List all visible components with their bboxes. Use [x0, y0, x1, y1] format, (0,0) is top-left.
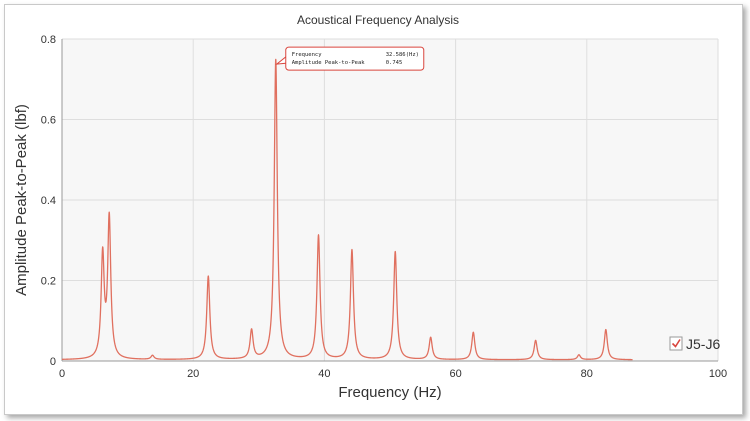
x-tick-label: 20 — [187, 368, 199, 380]
y-tick-label: 0.4 — [41, 195, 56, 207]
y-tick-label: 0.2 — [41, 276, 56, 288]
y-axis-title: Amplitude Peak-to-Peak (lbf) — [13, 104, 30, 296]
data-point — [107, 210, 111, 214]
x-tick-label: 60 — [449, 368, 461, 380]
data-tooltip: Frequency 32.586 (Hz) Amplitude Peak-to-Pea… — [275, 46, 425, 71]
legend-checkbox[interactable] — [669, 336, 683, 351]
tooltip-value: 0.745 — [386, 60, 403, 66]
legend-label-j5-j6: J5-J6 — [686, 336, 720, 352]
data-point — [101, 245, 105, 249]
series-line-j5-j6[interactable] — [61, 58, 634, 361]
checkmark-icon — [671, 339, 681, 348]
data-point — [429, 335, 433, 339]
tooltip-box — [285, 46, 425, 71]
data-point — [151, 353, 155, 357]
y-tick-label: 0.8 — [41, 34, 56, 46]
data-point — [577, 353, 581, 357]
x-tick-label: 80 — [581, 368, 593, 380]
tooltip-value: 32.586 — [386, 52, 406, 58]
data-point — [250, 327, 254, 331]
chart-title: Acoustical Frequency Analysis — [297, 13, 459, 27]
tooltip-label: Frequency — [292, 52, 322, 58]
tooltip-label: Amplitude Peak-to-Peak — [292, 60, 366, 66]
data-point — [534, 338, 538, 342]
data-point — [471, 330, 475, 334]
data-point — [604, 328, 608, 332]
data-point — [393, 249, 397, 253]
x-tick-label: 40 — [318, 368, 330, 380]
legend[interactable]: J5-J6 — [669, 336, 720, 352]
x-tick-label: 0 — [59, 368, 65, 380]
x-axis-title: Frequency (Hz) — [338, 384, 441, 401]
y-tick-label: 0 — [50, 356, 56, 368]
data-point — [206, 274, 210, 278]
data-point — [316, 233, 320, 237]
x-tick-label: 100 — [709, 368, 727, 380]
axis-ticks: 0 20 40 60 80 100 0 0.2 0.4 0.6 0.8 — [41, 34, 727, 380]
tooltip-unit: (Hz) — [406, 52, 419, 58]
grid-lines — [62, 38, 719, 361]
y-tick-label: 0.6 — [41, 115, 56, 127]
data-point — [350, 248, 354, 252]
data-point — [274, 57, 278, 61]
